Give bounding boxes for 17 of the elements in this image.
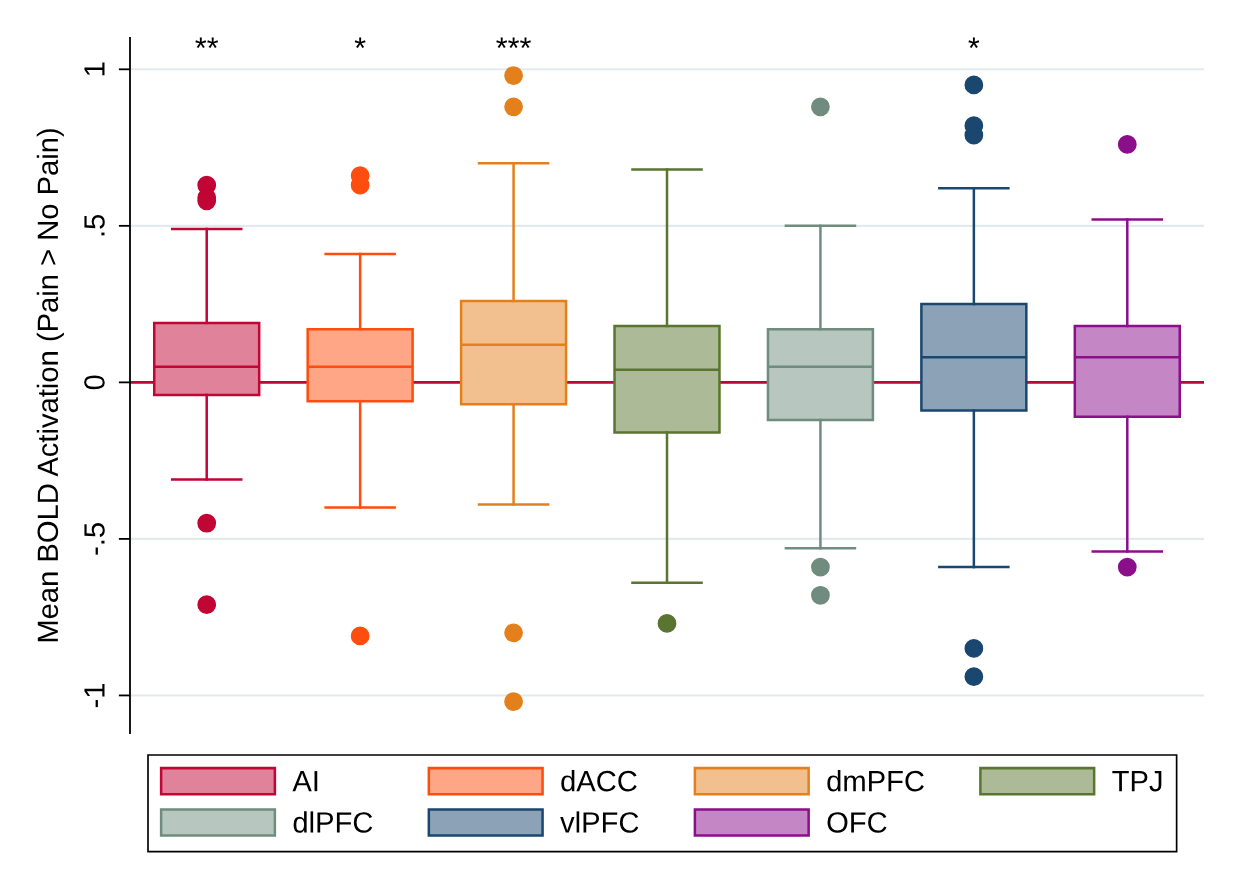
y-tick-label: -.5 — [84, 523, 105, 555]
annotation: * — [968, 37, 980, 49]
y-axis-title: Mean BOLD Activation (Pain > No Pain) — [36, 129, 64, 642]
y-tick-label: 1 — [84, 62, 105, 76]
y-tick-label: .5 — [84, 214, 105, 236]
legend-label: dmPFC — [827, 770, 924, 792]
legend-label: TPJ — [1112, 771, 1162, 792]
legend-label: vlPFC — [560, 811, 639, 833]
legend-label: AI — [292, 771, 318, 792]
y-tick-label: 0 — [84, 375, 105, 390]
annotation: ** — [195, 37, 219, 49]
y-tick-label: -1 — [84, 683, 105, 708]
legend-label: OFC — [827, 812, 887, 833]
legend-label: dlPFC — [293, 811, 373, 833]
legend-label: dACC — [561, 770, 637, 792]
annotation: * — [354, 37, 366, 49]
annotation: *** — [496, 37, 531, 49]
